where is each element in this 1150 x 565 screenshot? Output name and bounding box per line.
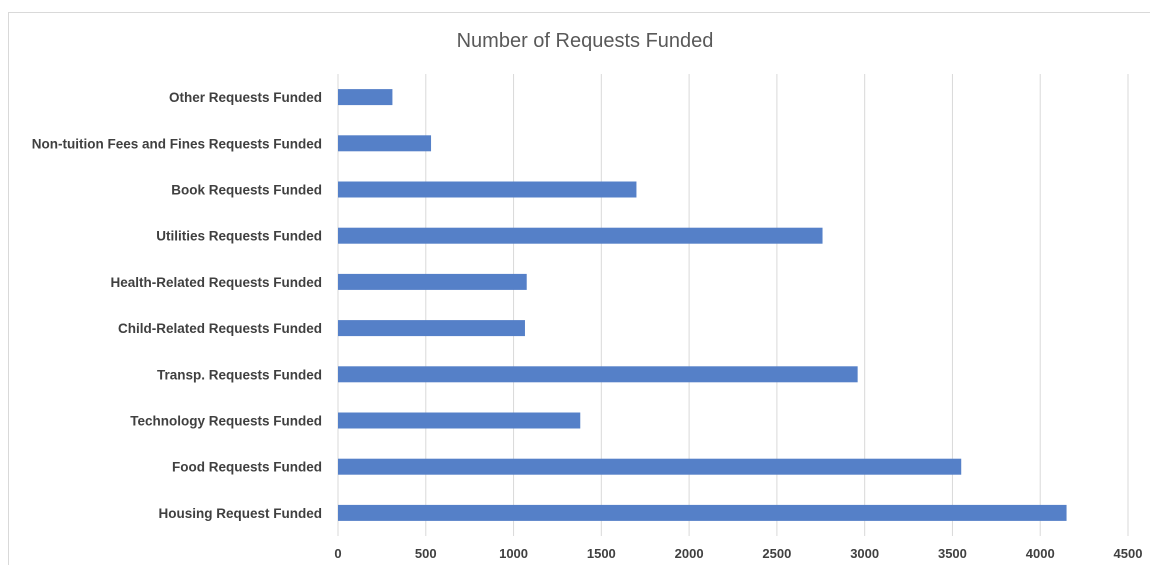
category-label: Housing Request Funded (159, 506, 323, 521)
category-label: Food Requests Funded (172, 460, 322, 475)
x-tick-label: 500 (415, 546, 437, 561)
x-tick-label: 0 (334, 546, 341, 561)
x-tick-label: 3000 (850, 546, 879, 561)
category-label: Book Requests Funded (171, 183, 322, 198)
category-label: Other Requests Funded (169, 90, 322, 105)
x-tick-label: 1500 (587, 546, 616, 561)
x-tick-label: 1000 (499, 546, 528, 561)
x-tick-label: 3500 (938, 546, 967, 561)
x-tick-label: 2000 (675, 546, 704, 561)
category-labels: Other Requests Funded Non-tuition Fees an… (32, 90, 322, 521)
x-tick-label: 4000 (1026, 546, 1055, 561)
chart-title: Number of Requests Funded (456, 30, 714, 52)
category-label: Transp. Requests Funded (157, 367, 322, 382)
bar (338, 320, 525, 337)
x-axis-tick-labels: 0 500 1000 1500 2000 2500 3000 3500 4000 4500 (334, 546, 1142, 561)
bar (338, 227, 823, 244)
category-label: Utilities Requests Funded (156, 229, 322, 244)
bar (338, 89, 393, 106)
bars (338, 89, 1067, 521)
bar (338, 135, 432, 152)
category-label: Child-Related Requests Funded (118, 321, 322, 336)
bar (338, 504, 1067, 521)
x-tick-label: 4500 (1114, 546, 1143, 561)
bar (338, 412, 581, 429)
bar (338, 181, 637, 198)
bar (338, 273, 527, 290)
bar (338, 366, 858, 383)
category-label: Health-Related Requests Funded (110, 275, 322, 290)
x-tick-label: 2500 (762, 546, 791, 561)
category-label: Non-tuition Fees and Fines Requests Fund… (32, 136, 322, 151)
bar (338, 458, 962, 475)
category-label: Technology Requests Funded (130, 414, 322, 429)
